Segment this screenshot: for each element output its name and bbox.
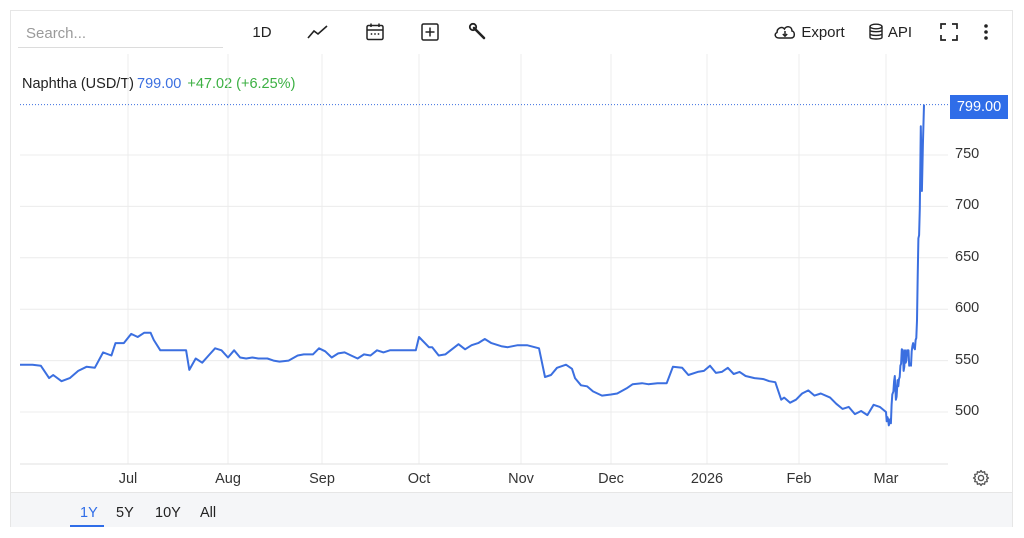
database-icon — [869, 23, 883, 40]
legend-name: Naphtha (USD/T) — [22, 76, 135, 92]
y-tick-label: 750 — [955, 146, 980, 162]
x-tick-label: Dec — [598, 471, 624, 487]
y-tick-label: 650 — [955, 248, 980, 265]
series-line — [20, 104, 925, 427]
y-tick-label: 550 — [955, 351, 980, 368]
x-tick-label: Jul — [118, 471, 138, 487]
legend-price: 799.00 — [137, 76, 182, 92]
add-square-icon[interactable] — [416, 18, 444, 46]
api-label: API — [887, 23, 913, 41]
calendar-icon[interactable] — [361, 18, 389, 46]
interval-button[interactable]: 1D — [252, 23, 272, 41]
range-5y-button[interactable]: 5Y — [116, 505, 134, 521]
line-chart-icon[interactable] — [304, 18, 332, 46]
chart-legend: Naphtha (USD/T) 799.00 +47.02 (+6.25%) — [22, 76, 295, 92]
range-10y-button[interactable]: 10Y — [155, 505, 181, 521]
x-tick-label: Oct — [407, 471, 431, 487]
current-price-tag: 799.00 — [950, 95, 1008, 119]
export-label: Export — [801, 23, 845, 41]
cloud-download-icon — [774, 26, 796, 39]
chart-series — [20, 104, 948, 427]
active-range-indicator — [70, 525, 104, 527]
api-button[interactable]: API — [865, 18, 915, 46]
y-tick-label: 500 — [955, 403, 980, 419]
x-tick-label: Mar — [873, 471, 899, 487]
gear-icon[interactable] — [970, 466, 992, 490]
export-button[interactable]: Export — [770, 18, 848, 46]
x-tick-label: Sep — [309, 471, 335, 487]
y-tick-label: 600 — [955, 300, 980, 317]
y-tick-label: 700 — [955, 197, 980, 214]
x-tick-label: 2026 — [690, 471, 724, 487]
x-tick-label: Nov — [508, 471, 534, 487]
more-vertical-icon[interactable] — [976, 18, 996, 46]
wrench-icon[interactable] — [464, 18, 492, 46]
chart-grid — [20, 54, 948, 465]
range-1y-button[interactable]: 1Y — [80, 505, 98, 521]
search-input[interactable] — [18, 20, 223, 48]
legend-change: +47.02 (+6.25%) — [187, 76, 296, 92]
range-all-button[interactable]: All — [200, 505, 217, 521]
fullscreen-icon[interactable] — [937, 18, 961, 46]
x-tick-label: Feb — [786, 471, 812, 487]
range-bar — [11, 492, 1012, 527]
x-tick-label: Aug — [215, 471, 241, 487]
